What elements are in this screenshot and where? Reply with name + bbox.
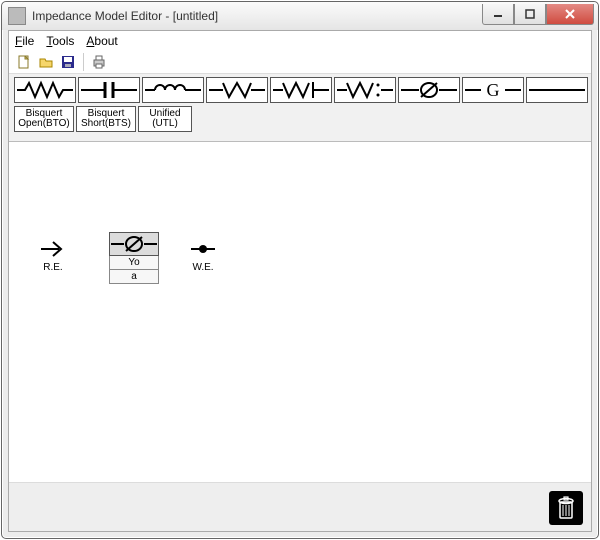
model-canvas[interactable]: R.E. Yo a	[9, 142, 591, 482]
app-window: Impedance Model Editor - [untitled] File…	[1, 1, 599, 539]
arrow-right-icon	[39, 238, 67, 260]
bts-component[interactable]: Bisquert Short(BTS)	[76, 106, 136, 132]
terminal-dot-icon	[189, 238, 217, 260]
wire-component[interactable]	[526, 77, 588, 103]
palette-row-2: Bisquert Open(BTO) Bisquert Short(BTS) U…	[14, 106, 586, 132]
warburg-open-component[interactable]	[270, 77, 332, 103]
placed-cpe-element[interactable]: Yo a	[109, 232, 159, 284]
trash-button[interactable]	[549, 491, 583, 525]
capacitor-component[interactable]	[78, 77, 140, 103]
inductor-component[interactable]	[142, 77, 204, 103]
client-area: File Tools About	[8, 30, 592, 532]
window-title: Impedance Model Editor - [untitled]	[32, 9, 482, 23]
warburg-short-component[interactable]	[334, 77, 396, 103]
cpe-param-a[interactable]: a	[109, 270, 159, 284]
bto-component[interactable]: Bisquert Open(BTO)	[14, 106, 74, 132]
menu-about[interactable]: About	[86, 34, 117, 48]
save-icon[interactable]	[59, 53, 77, 71]
working-electrode-node[interactable]: W.E.	[189, 238, 217, 273]
close-button[interactable]	[546, 4, 594, 25]
window-controls	[482, 4, 594, 25]
menubar: File Tools About	[9, 31, 591, 51]
new-file-icon[interactable]	[15, 53, 33, 71]
palette-row-1: G	[14, 77, 586, 103]
open-folder-icon[interactable]	[37, 53, 55, 71]
cpe-component[interactable]	[398, 77, 460, 103]
component-palette: G Bisquert Open(BTO) Bisquert Short(BTS)	[9, 73, 591, 142]
toolbar	[9, 51, 591, 73]
re-label: R.E.	[39, 262, 67, 273]
bts-label: Bisquert Short(BTS)	[79, 109, 133, 129]
gerischer-component[interactable]: G	[462, 77, 524, 103]
placed-cpe-symbol	[109, 232, 159, 256]
cpe-param-yo[interactable]: Yo	[109, 256, 159, 270]
titlebar: Impedance Model Editor - [untitled]	[2, 2, 598, 30]
menu-tools[interactable]: Tools	[46, 34, 74, 48]
maximize-button[interactable]	[514, 4, 546, 25]
resistor-component[interactable]	[14, 77, 76, 103]
app-icon	[8, 7, 26, 25]
trash-icon	[555, 495, 577, 521]
bto-label: Bisquert Open(BTO)	[17, 109, 71, 129]
reference-electrode-node[interactable]: R.E.	[39, 238, 67, 273]
toolbar-separator	[83, 53, 84, 71]
we-label: W.E.	[189, 262, 217, 273]
print-icon[interactable]	[90, 53, 108, 71]
svg-text:G: G	[487, 80, 500, 100]
status-strip	[9, 482, 591, 531]
menu-file[interactable]: File	[15, 34, 34, 48]
warburg-component[interactable]	[206, 77, 268, 103]
utl-component[interactable]: Unified (UTL)	[138, 106, 192, 132]
utl-label: Unified (UTL)	[141, 109, 189, 129]
minimize-button[interactable]	[482, 4, 514, 25]
